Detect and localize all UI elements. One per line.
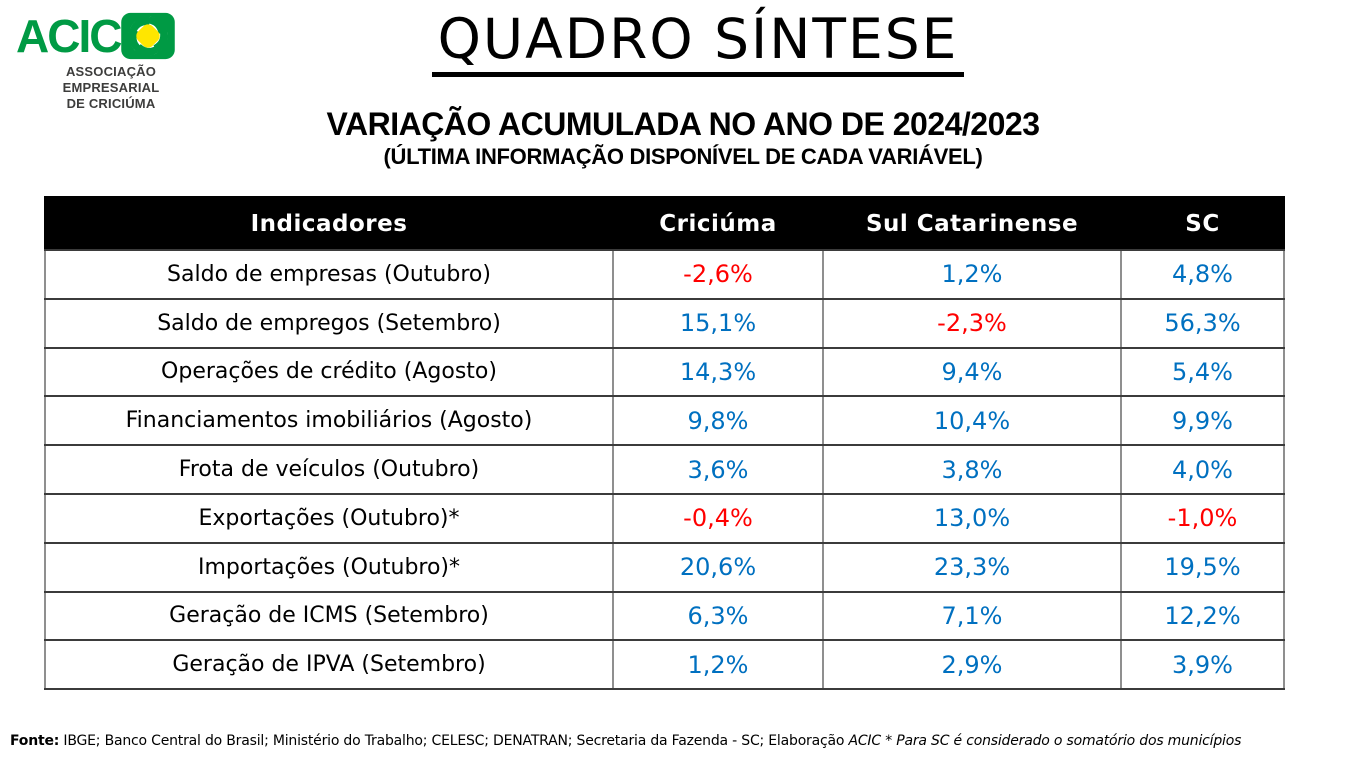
value-cell-criciuma: 20,6% bbox=[612, 541, 824, 593]
col-header-criciuma: Criciúma bbox=[612, 196, 824, 251]
indicator-cell: Exportações (Outubro)* bbox=[44, 492, 614, 544]
logo-subtitle-line1: ASSOCIAÇÃO EMPRESARIAL bbox=[62, 64, 160, 95]
value-cell-sc: 19,5% bbox=[1120, 541, 1285, 593]
acic-logo: ACIC ASSOCIAÇÃO EMPRESARIAL DE CRICIÚMA bbox=[16, 12, 206, 112]
footer-note-italic: ACIC * Para SC é considerado o somatório… bbox=[848, 733, 1242, 749]
value-cell-sul-catarinense: 23,3% bbox=[822, 541, 1122, 593]
value-cell-criciuma: -0,4% bbox=[612, 492, 824, 544]
logo-subtitle-line2: DE CRICIÚMA bbox=[66, 96, 156, 111]
value-cell-sc: 4,8% bbox=[1120, 249, 1285, 300]
value-cell-criciuma: 6,3% bbox=[612, 590, 824, 642]
value-cell-sul-catarinense: 1,2% bbox=[822, 249, 1122, 300]
value-cell-criciuma: 14,3% bbox=[612, 346, 824, 398]
indicator-cell: Geração de ICMS (Setembro) bbox=[44, 590, 614, 642]
table-row: Geração de ICMS (Setembro) 6,3% 7,1% 12,… bbox=[44, 590, 1285, 642]
col-header-sul-catarinense: Sul Catarinense bbox=[822, 196, 1122, 251]
value-cell-sc: 9,9% bbox=[1120, 395, 1285, 447]
table-row: Importações (Outubro)* 20,6% 23,3% 19,5% bbox=[44, 541, 1285, 593]
logo-icon-blades bbox=[128, 16, 168, 56]
indicator-cell: Frota de veículos (Outubro) bbox=[44, 444, 614, 495]
table-row: Operações de crédito (Agosto) 14,3% 9,4%… bbox=[44, 346, 1285, 398]
value-cell-criciuma: 3,6% bbox=[612, 444, 824, 495]
page-subtitle-note: (ÚLTIMA INFORMAÇÃO DISPONÍVEL DE CADA VA… bbox=[383, 144, 983, 169]
logo-icon-center bbox=[136, 24, 161, 48]
table-row: Geração de IPVA (Setembro) 1,2% 2,9% 3,9… bbox=[44, 639, 1285, 691]
indicator-cell: Saldo de empresas (Outubro) bbox=[44, 249, 614, 300]
table-row: Exportações (Outubro)* -0,4% 13,0% -1,0% bbox=[44, 492, 1285, 544]
value-cell-sul-catarinense: 9,4% bbox=[822, 346, 1122, 398]
table-row: Frota de veículos (Outubro) 3,6% 3,8% 4,… bbox=[44, 444, 1285, 495]
source-footer: Fonte: IBGE; Banco Central do Brasil; Mi… bbox=[10, 733, 1241, 749]
aperture-swirl-icon bbox=[121, 12, 176, 60]
value-cell-sc: 56,3% bbox=[1120, 297, 1285, 349]
value-cell-sul-catarinense: 13,0% bbox=[822, 492, 1122, 544]
page-title: QUADRO SÍNTESE bbox=[431, 8, 965, 77]
value-cell-criciuma: 1,2% bbox=[612, 639, 824, 691]
table-header-row: Indicadores Criciúma Sul Catarinense SC bbox=[44, 196, 1285, 251]
indicator-cell: Financiamentos imobiliários (Agosto) bbox=[44, 395, 614, 447]
table-row: Saldo de empresas (Outubro) -2,6% 1,2% 4… bbox=[44, 249, 1285, 300]
value-cell-sc: 4,0% bbox=[1120, 444, 1285, 495]
indicator-cell: Geração de IPVA (Setembro) bbox=[44, 639, 614, 691]
table-row: Saldo de empregos (Setembro) 15,1% -2,3%… bbox=[44, 297, 1285, 349]
summary-table: Indicadores Criciúma Sul Catarinense SC … bbox=[44, 196, 1285, 691]
title-block: QUADRO SÍNTESE bbox=[0, 8, 1366, 77]
value-cell-sul-catarinense: 10,4% bbox=[822, 395, 1122, 447]
value-cell-sul-catarinense: 7,1% bbox=[822, 590, 1122, 642]
table-row: Financiamentos imobiliários (Agosto) 9,8… bbox=[44, 395, 1285, 447]
value-cell-sc: 5,4% bbox=[1120, 346, 1285, 398]
value-cell-sc: 12,2% bbox=[1120, 590, 1285, 642]
col-header-indicadores: Indicadores bbox=[44, 196, 614, 251]
logo-top-row: ACIC bbox=[16, 12, 206, 60]
value-cell-sc: 3,9% bbox=[1120, 639, 1285, 691]
value-cell-sul-catarinense: 2,9% bbox=[822, 639, 1122, 691]
indicator-cell: Operações de crédito (Agosto) bbox=[44, 346, 614, 398]
value-cell-sc: -1,0% bbox=[1120, 492, 1285, 544]
footer-sources-text: IBGE; Banco Central do Brasil; Ministéri… bbox=[59, 733, 849, 749]
value-cell-criciuma: 15,1% bbox=[612, 297, 824, 349]
value-cell-criciuma: 9,8% bbox=[612, 395, 824, 447]
footer-label: Fonte: bbox=[10, 733, 60, 749]
value-cell-sul-catarinense: -2,3% bbox=[822, 297, 1122, 349]
col-header-sc: SC bbox=[1120, 196, 1285, 251]
value-cell-criciuma: -2,6% bbox=[612, 249, 824, 300]
indicator-cell: Importações (Outubro)* bbox=[44, 541, 614, 593]
logo-acronym: ACIC bbox=[16, 10, 122, 62]
page-subtitle: VARIAÇÃO ACUMULADA NO ANO DE 2024/2023 bbox=[326, 106, 1040, 142]
indicator-cell: Saldo de empregos (Setembro) bbox=[44, 297, 614, 349]
value-cell-sul-catarinense: 3,8% bbox=[822, 444, 1122, 495]
